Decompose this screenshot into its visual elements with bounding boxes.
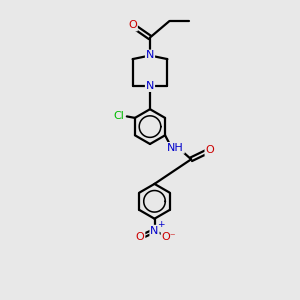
Text: N: N: [146, 81, 154, 91]
Text: O⁻: O⁻: [162, 232, 176, 242]
Text: NH: NH: [167, 143, 184, 153]
Text: O: O: [206, 145, 214, 155]
Text: +: +: [157, 220, 165, 229]
Text: N: N: [146, 50, 154, 61]
Text: O: O: [128, 20, 137, 31]
Text: N: N: [150, 226, 159, 236]
Text: O: O: [136, 232, 145, 242]
Text: Cl: Cl: [113, 111, 124, 122]
